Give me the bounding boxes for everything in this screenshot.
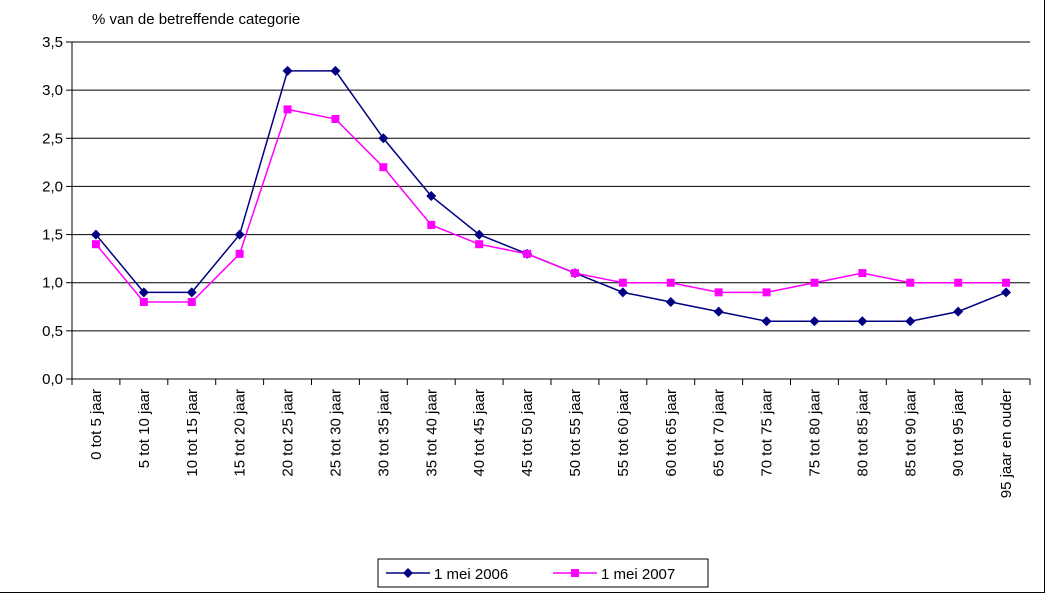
x-tick-label: 0 tot 5 jaar bbox=[88, 389, 105, 460]
y-tick-label: 2,0 bbox=[42, 178, 63, 195]
x-tick-label: 30 tot 35 jaar bbox=[375, 389, 392, 477]
x-tick-label: 40 tot 45 jaar bbox=[471, 389, 488, 477]
series-line bbox=[95, 108, 1007, 303]
x-tick-label: 95 jaar en ouder bbox=[998, 389, 1015, 498]
y-tick-label: 3,5 bbox=[42, 34, 63, 51]
data-point bbox=[1002, 278, 1011, 287]
x-tick-label: 75 tot 80 jaar bbox=[806, 389, 823, 477]
data-point bbox=[523, 249, 532, 258]
data-point bbox=[331, 115, 340, 124]
x-tick-label: 45 tot 50 jaar bbox=[519, 389, 536, 477]
series-layer bbox=[90, 65, 1012, 327]
series-1 bbox=[90, 65, 1012, 327]
legend-label-2007: 1 mei 2007 bbox=[601, 566, 675, 583]
x-tick-label: 10 tot 15 jaar bbox=[184, 389, 201, 477]
y-tick-label: 1,5 bbox=[42, 227, 63, 244]
data-point bbox=[186, 287, 197, 298]
data-point bbox=[91, 240, 100, 249]
data-point bbox=[666, 278, 675, 287]
series-line bbox=[95, 70, 1007, 322]
x-tick-label: 65 tot 70 jaar bbox=[711, 389, 728, 477]
x-tick-label: 80 tot 85 jaar bbox=[854, 389, 871, 477]
axes bbox=[71, 42, 1031, 385]
data-point bbox=[235, 249, 244, 258]
data-point bbox=[138, 287, 149, 298]
legend-label-2006: 1 mei 2006 bbox=[434, 566, 508, 583]
data-point bbox=[810, 278, 819, 287]
x-tick-label: 55 tot 60 jaar bbox=[615, 389, 632, 477]
x-tick-label: 50 tot 55 jaar bbox=[567, 389, 584, 477]
data-point bbox=[570, 269, 579, 278]
data-point bbox=[857, 316, 868, 327]
x-tick-label: 35 tot 40 jaar bbox=[423, 389, 440, 477]
x-tick-label: 70 tot 75 jaar bbox=[759, 389, 776, 477]
data-point bbox=[282, 65, 293, 76]
data-point bbox=[713, 306, 724, 317]
series-2 bbox=[91, 105, 1011, 306]
x-tick-label: 60 tot 65 jaar bbox=[663, 389, 680, 477]
data-point bbox=[330, 65, 341, 76]
data-point bbox=[618, 278, 627, 287]
legend-marker-2007 bbox=[571, 569, 579, 577]
x-tick-label: 5 tot 10 jaar bbox=[136, 389, 153, 468]
data-point bbox=[665, 296, 676, 307]
grid-lines bbox=[66, 41, 1030, 380]
data-point bbox=[427, 220, 436, 229]
data-point bbox=[475, 240, 484, 249]
data-point bbox=[714, 288, 723, 297]
y-tick-label: 3,0 bbox=[42, 82, 63, 99]
x-tick-label: 25 tot 30 jaar bbox=[327, 389, 344, 477]
legend: 1 mei 2006 1 mei 2007 bbox=[377, 558, 709, 588]
data-point bbox=[809, 316, 820, 327]
y-tick-label: 2,5 bbox=[42, 130, 63, 147]
legend-box bbox=[377, 558, 709, 588]
data-point bbox=[139, 297, 148, 306]
data-point bbox=[858, 269, 867, 278]
y-tick-label: 1,0 bbox=[42, 275, 63, 292]
data-point bbox=[905, 316, 916, 327]
x-tick-label: 15 tot 20 jaar bbox=[232, 389, 249, 477]
y-axis-title: % van de betreffende categorie bbox=[92, 11, 300, 28]
data-point bbox=[906, 278, 915, 287]
y-tick-label: 0,0 bbox=[42, 371, 63, 388]
data-point bbox=[617, 287, 628, 298]
data-point bbox=[953, 306, 964, 317]
y-tick-label: 0,5 bbox=[42, 323, 63, 340]
data-point bbox=[762, 288, 771, 297]
legend-marker-2006 bbox=[403, 568, 413, 578]
data-point bbox=[379, 163, 388, 172]
x-tick-labels: 0 tot 5 jaar 5 tot 10 jaar 10 tot 15 jaar 1… bbox=[88, 389, 1015, 498]
data-point bbox=[90, 229, 101, 240]
data-point bbox=[1001, 287, 1012, 298]
data-point bbox=[187, 297, 196, 306]
data-point bbox=[378, 133, 389, 144]
x-tick-label: 90 tot 95 jaar bbox=[950, 389, 967, 477]
data-point bbox=[234, 229, 245, 240]
y-tick-labels: 0,0 0,5 1,0 1,5 2,0 2,5 3,0 3,5 bbox=[42, 34, 63, 388]
data-point bbox=[474, 229, 485, 240]
data-point bbox=[954, 278, 963, 287]
data-point bbox=[283, 105, 292, 114]
x-tick-label: 85 tot 90 jaar bbox=[902, 389, 919, 477]
data-point bbox=[761, 316, 772, 327]
x-tick-label: 20 tot 25 jaar bbox=[280, 389, 297, 477]
data-point bbox=[426, 191, 437, 202]
